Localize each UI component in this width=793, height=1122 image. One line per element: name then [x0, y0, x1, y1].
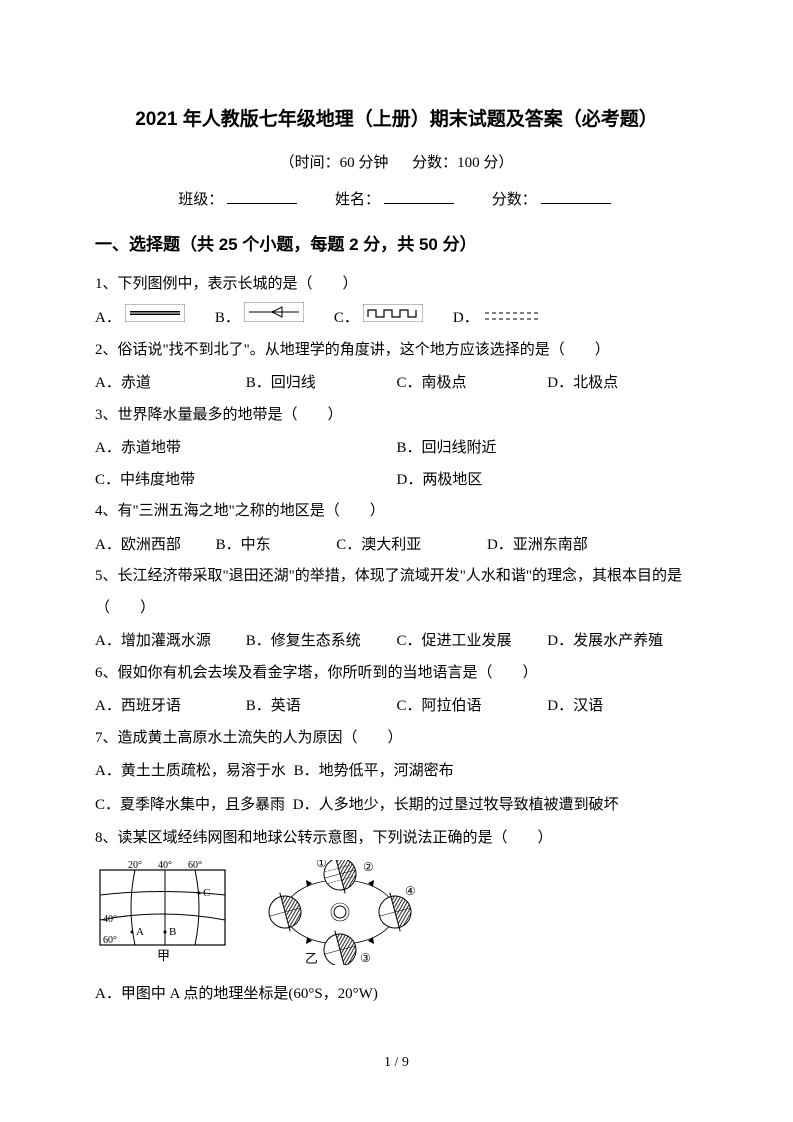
- question-4: 4、有"三洲五海之地"之称的地区是（ ）: [95, 496, 698, 528]
- question-7: 7、造成黄土高原水土流失的人为原因（ ）: [95, 723, 698, 755]
- question-8-diagrams: 20° 40° 60° 40° 60° A B C 甲: [95, 860, 698, 978]
- svg-text:60°: 60°: [103, 935, 117, 946]
- option-1c-label: C．: [334, 303, 359, 335]
- svg-text:③: ③: [360, 951, 371, 965]
- option-1a: A．: [95, 303, 185, 335]
- option-1a-label: A．: [95, 303, 121, 335]
- option-7c: C．夏季降水集中，且多暴雨: [95, 797, 285, 813]
- earth-orbit-icon: ① ② ④ ③ 乙: [260, 860, 420, 965]
- question-2-options: A．赤道 B．回归线 C．南极点 D．北极点: [95, 368, 698, 400]
- svg-text:②: ②: [363, 860, 374, 874]
- option-8a: A．甲图中 A 点的地理坐标是(60°S，20°W): [95, 979, 698, 1011]
- option-1b-label: B．: [215, 303, 240, 335]
- option-1b: B．: [215, 302, 304, 335]
- question-8: 8、读某区域经纬网图和地球公转示意图，下列说法正确的是（ ）: [95, 823, 698, 855]
- option-1d: D．: [453, 303, 543, 335]
- option-7a: A．黄土土质疏松，易溶于水: [95, 763, 286, 779]
- svg-text:40°: 40°: [158, 860, 172, 871]
- symbol-greatwall-icon: [363, 303, 423, 335]
- student-info: 班级： 姓名： 分数：: [95, 185, 698, 217]
- question-7-options-2: C．夏季降水集中，且多暴雨 D．人多地少，长期的过垦过牧导致植被遭到破坏: [95, 790, 698, 822]
- svg-text:乙: 乙: [305, 951, 318, 965]
- svg-text:①: ①: [316, 860, 327, 870]
- option-5c: C．促进工业发展: [397, 626, 548, 658]
- option-3b: B．回归线附近: [397, 433, 699, 465]
- option-1c: C．: [334, 303, 423, 335]
- class-blank[interactable]: [227, 186, 297, 204]
- symbol-arrow-icon: [244, 302, 304, 335]
- question-6-options: A．西班牙语 B．英语 C．阿拉伯语 D．汉语: [95, 691, 698, 723]
- option-6d: D．汉语: [547, 691, 698, 723]
- svg-text:40°: 40°: [103, 914, 117, 925]
- question-3: 3、世界降水量最多的地带是（ ）: [95, 400, 698, 432]
- option-7b: B．地势低平，河湖密布: [294, 763, 454, 779]
- exam-subtitle: （时间：60 分钟 分数：100 分）: [95, 148, 698, 180]
- option-5d: D．发展水产养殖: [547, 626, 698, 658]
- option-1d-label: D．: [453, 303, 479, 335]
- svg-text:④: ④: [405, 884, 416, 898]
- score-blank[interactable]: [541, 186, 611, 204]
- question-4-options: A．欧洲西部 B．中东 C．澳大利亚 D．亚洲东南部: [95, 530, 698, 562]
- question-7-options-1: A．黄土土质疏松，易溶于水 B．地势低平，河湖密布: [95, 756, 698, 788]
- option-7d: D．人多地少，长期的过垦过牧导致植被遭到破坏: [293, 797, 619, 813]
- question-1: 1、下列图例中，表示长城的是（ ）: [95, 269, 698, 301]
- question-3-options-2: C．中纬度地带 D．两极地区: [95, 465, 698, 497]
- option-4c: C．澳大利亚: [336, 530, 487, 562]
- option-3d: D．两极地区: [397, 465, 699, 497]
- option-2d: D．北极点: [547, 368, 698, 400]
- svg-text:B: B: [169, 926, 176, 938]
- option-6c: C．阿拉伯语: [397, 691, 548, 723]
- option-5b: B．修复生态系统: [246, 626, 397, 658]
- option-3a: A．赤道地带: [95, 433, 397, 465]
- symbol-road-icon: [125, 303, 185, 335]
- svg-text:甲: 甲: [157, 948, 170, 963]
- section-1-title: 一、选择题（共 25 个小题，每题 2 分，共 50 分）: [95, 227, 698, 263]
- diagram-right: ① ② ④ ③ 乙: [260, 860, 420, 978]
- svg-text:60°: 60°: [188, 860, 202, 871]
- option-2c: C．南极点: [397, 368, 548, 400]
- svg-text:C: C: [203, 887, 210, 899]
- question-1-options: A． B． C． D．: [95, 302, 698, 335]
- option-2b: B．回归线: [246, 368, 397, 400]
- option-4d: D．亚洲东南部: [487, 530, 588, 562]
- option-6a: A．西班牙语: [95, 691, 246, 723]
- diagram-left: 20° 40° 60° 40° 60° A B C 甲: [95, 860, 230, 978]
- page-number: 1 / 9: [0, 1048, 793, 1077]
- question-5: 5、长江经济带采取"退田还湖"的举措，体现了流域开发"人水和谐"的理念，其根本目…: [95, 561, 698, 624]
- time-label: （时间：60 分钟: [280, 155, 389, 171]
- score-label2: 分数：: [492, 192, 537, 208]
- question-5-options: A．增加灌溉水源 B．修复生态系统 C．促进工业发展 D．发展水产养殖: [95, 626, 698, 658]
- question-3-options-1: A．赤道地带 B．回归线附近: [95, 433, 698, 465]
- option-5a: A．增加灌溉水源: [95, 626, 246, 658]
- symbol-dashed-icon: [483, 303, 543, 335]
- latlon-grid-icon: 20° 40° 60° 40° 60° A B C 甲: [95, 860, 230, 965]
- option-4b: B．中东: [216, 530, 337, 562]
- class-label: 班级：: [178, 192, 223, 208]
- option-4a: A．欧洲西部: [95, 530, 216, 562]
- svg-text:20°: 20°: [128, 860, 142, 871]
- svg-text:A: A: [136, 926, 144, 938]
- score-label: 分数：100 分）: [412, 155, 513, 171]
- question-2: 2、俗话说"找不到北了"。从地理学的角度讲，这个地方应该选择的是（ ）: [95, 335, 698, 367]
- question-6: 6、假如你有机会去埃及看金字塔，你所听到的当地语言是（ ）: [95, 658, 698, 690]
- name-label: 姓名：: [335, 192, 380, 208]
- option-2a: A．赤道: [95, 368, 246, 400]
- exam-title: 2021 年人教版七年级地理（上册）期末试题及答案（必考题）: [95, 100, 698, 140]
- option-3c: C．中纬度地带: [95, 465, 397, 497]
- name-blank[interactable]: [384, 186, 454, 204]
- option-6b: B．英语: [246, 691, 397, 723]
